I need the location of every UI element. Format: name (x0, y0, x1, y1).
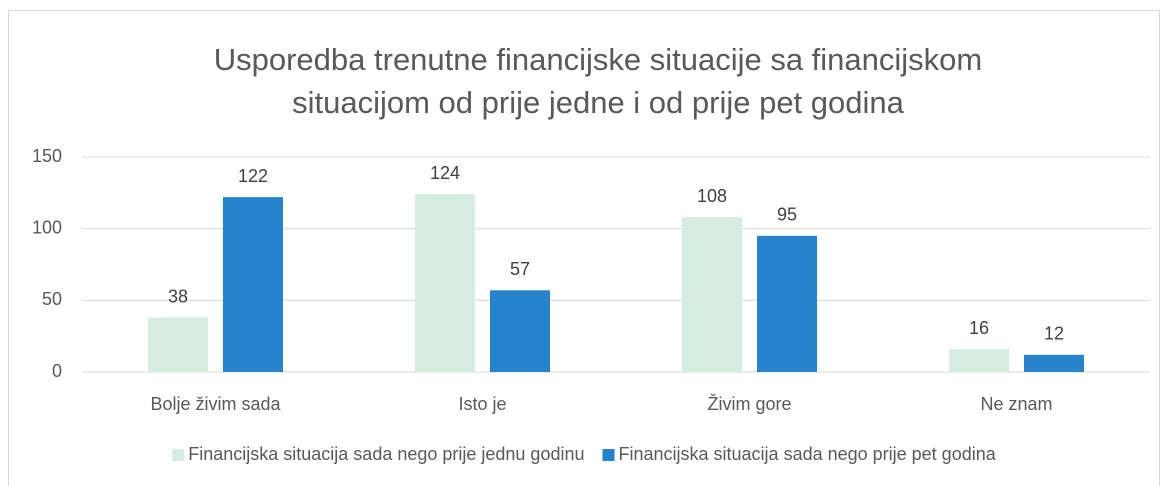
chart-title: Usporedba trenutne financijske situacije… (214, 42, 983, 77)
value-label: 57 (510, 259, 530, 279)
bar (490, 290, 550, 372)
legend-swatch (172, 449, 185, 461)
x-tick-label: Ne znam (980, 394, 1052, 414)
value-label: 38 (168, 286, 188, 306)
bar (148, 317, 208, 372)
y-tick-label: 0 (52, 361, 62, 381)
x-tick-label: Živim gore (707, 394, 791, 414)
bar (223, 197, 283, 372)
bar (1024, 354, 1084, 372)
y-tick-label: 50 (42, 289, 62, 309)
value-label: 124 (430, 163, 460, 183)
y-tick-label: 150 (32, 146, 62, 166)
bar (415, 194, 475, 372)
legend-swatch (602, 449, 615, 461)
x-tick-label: Isto je (458, 394, 506, 414)
bar (757, 235, 817, 372)
value-label: 16 (969, 318, 989, 338)
chart-border (8, 10, 1160, 486)
y-tick-label: 100 (32, 217, 62, 237)
legend-label: Financijska situacija sada nego prije je… (188, 444, 584, 464)
bar (682, 217, 742, 372)
value-label: 95 (777, 205, 797, 225)
value-label: 12 (1044, 324, 1064, 344)
x-tick-label: Bolje živim sada (150, 394, 281, 414)
chart-title: situacijom od prije jedne i od prije pet… (292, 85, 905, 120)
legend-label: Financijska situacija sada nego prije pe… (619, 444, 997, 464)
value-label: 108 (697, 186, 727, 206)
value-label: 122 (238, 166, 268, 186)
bar (949, 349, 1009, 372)
